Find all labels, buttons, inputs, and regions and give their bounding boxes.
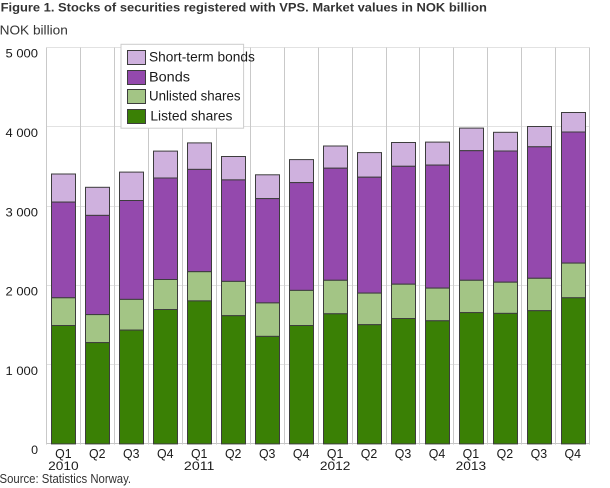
svg-text:Figure 1. Stocks of securities: Figure 1. Stocks of securities registere… (1, 1, 487, 15)
svg-text:Q4: Q4 (293, 446, 310, 461)
svg-text:Q4: Q4 (565, 446, 582, 461)
svg-text:Q2: Q2 (225, 446, 242, 461)
svg-text:Q1: Q1 (191, 446, 208, 461)
svg-text:0: 0 (31, 443, 38, 457)
svg-text:2013: 2013 (456, 459, 487, 473)
svg-text:5 000: 5 000 (6, 47, 39, 61)
svg-text:Q3: Q3 (395, 446, 412, 461)
svg-text:Bonds: Bonds (149, 70, 190, 85)
svg-text:Q4: Q4 (157, 446, 174, 461)
svg-text:Q4: Q4 (429, 446, 446, 461)
svg-text:Short-term bonds: Short-term bonds (149, 50, 255, 65)
svg-text:2 000: 2 000 (6, 285, 39, 299)
svg-text:Q3: Q3 (259, 446, 276, 461)
svg-text:4 000: 4 000 (6, 126, 39, 140)
svg-text:NOK billion: NOK billion (0, 23, 68, 38)
svg-text:Q3: Q3 (531, 446, 548, 461)
svg-text:Unlisted shares: Unlisted shares (149, 89, 241, 104)
svg-text:Q3: Q3 (123, 446, 140, 461)
svg-text:Q1: Q1 (327, 446, 344, 461)
svg-text:Q1: Q1 (463, 446, 480, 461)
svg-text:2010: 2010 (48, 459, 79, 473)
svg-text:Q2: Q2 (89, 446, 106, 461)
svg-text:Source: Statistics Norway.: Source: Statistics Norway. (0, 471, 131, 486)
svg-text:Listed shares: Listed shares (150, 109, 232, 124)
svg-text:Q2: Q2 (361, 446, 378, 461)
svg-text:3 000: 3 000 (6, 205, 39, 219)
svg-text:Q1: Q1 (55, 446, 72, 461)
svg-text:2011: 2011 (184, 459, 215, 473)
svg-text:2012: 2012 (320, 459, 351, 473)
svg-text:Q2: Q2 (497, 446, 514, 461)
svg-text:1 000: 1 000 (6, 364, 39, 378)
